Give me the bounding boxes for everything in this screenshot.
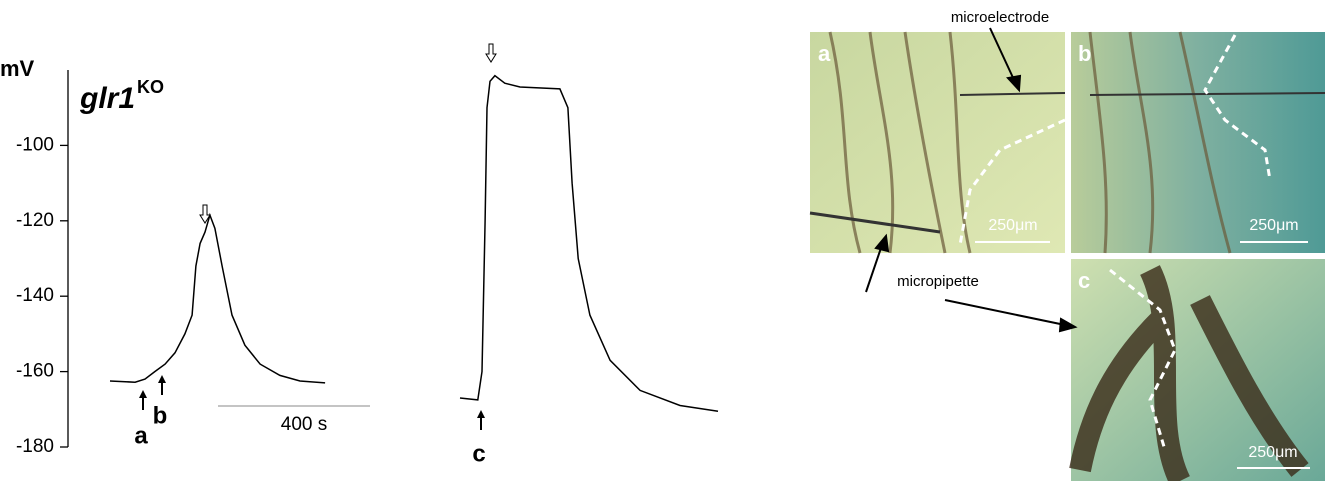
panel-label: b: [1078, 41, 1091, 66]
panel-label: c: [1078, 268, 1090, 293]
figure: mV glr1 KO a b c 250μm 250μm 250μm micro…: [0, 0, 1327, 481]
y-tick-label: -180: [16, 436, 54, 457]
chart-title: glr1: [79, 82, 135, 115]
panel-label: a: [818, 41, 831, 66]
event-label: b: [153, 402, 168, 429]
y-tick-label: -160: [16, 361, 54, 382]
y-tick-label: -100: [16, 134, 54, 155]
peak-arrow: [486, 44, 496, 62]
micropipette-label: micropipette: [897, 273, 979, 290]
scale-label: 250μm: [1249, 217, 1298, 234]
y-tick-label: -120: [16, 210, 54, 231]
event-label: a: [134, 422, 148, 449]
title-superscript: KO: [137, 77, 164, 97]
scale-label: 250μm: [988, 217, 1037, 234]
y-label: mV: [0, 56, 35, 81]
trace: [110, 215, 325, 383]
event-label: c: [472, 440, 485, 467]
event-arrowhead: [477, 410, 485, 418]
micrographs: a b c 250μm 250μm 250μm: [810, 32, 1325, 481]
event-arrowhead: [139, 390, 147, 398]
event-arrowhead: [158, 375, 166, 383]
microelectrode-label: microelectrode: [951, 9, 1049, 26]
trace: [460, 76, 718, 412]
time-scale-label: 400 s: [281, 414, 327, 435]
scale-label: 250μm: [1248, 444, 1297, 461]
y-tick-label: -140: [16, 285, 54, 306]
